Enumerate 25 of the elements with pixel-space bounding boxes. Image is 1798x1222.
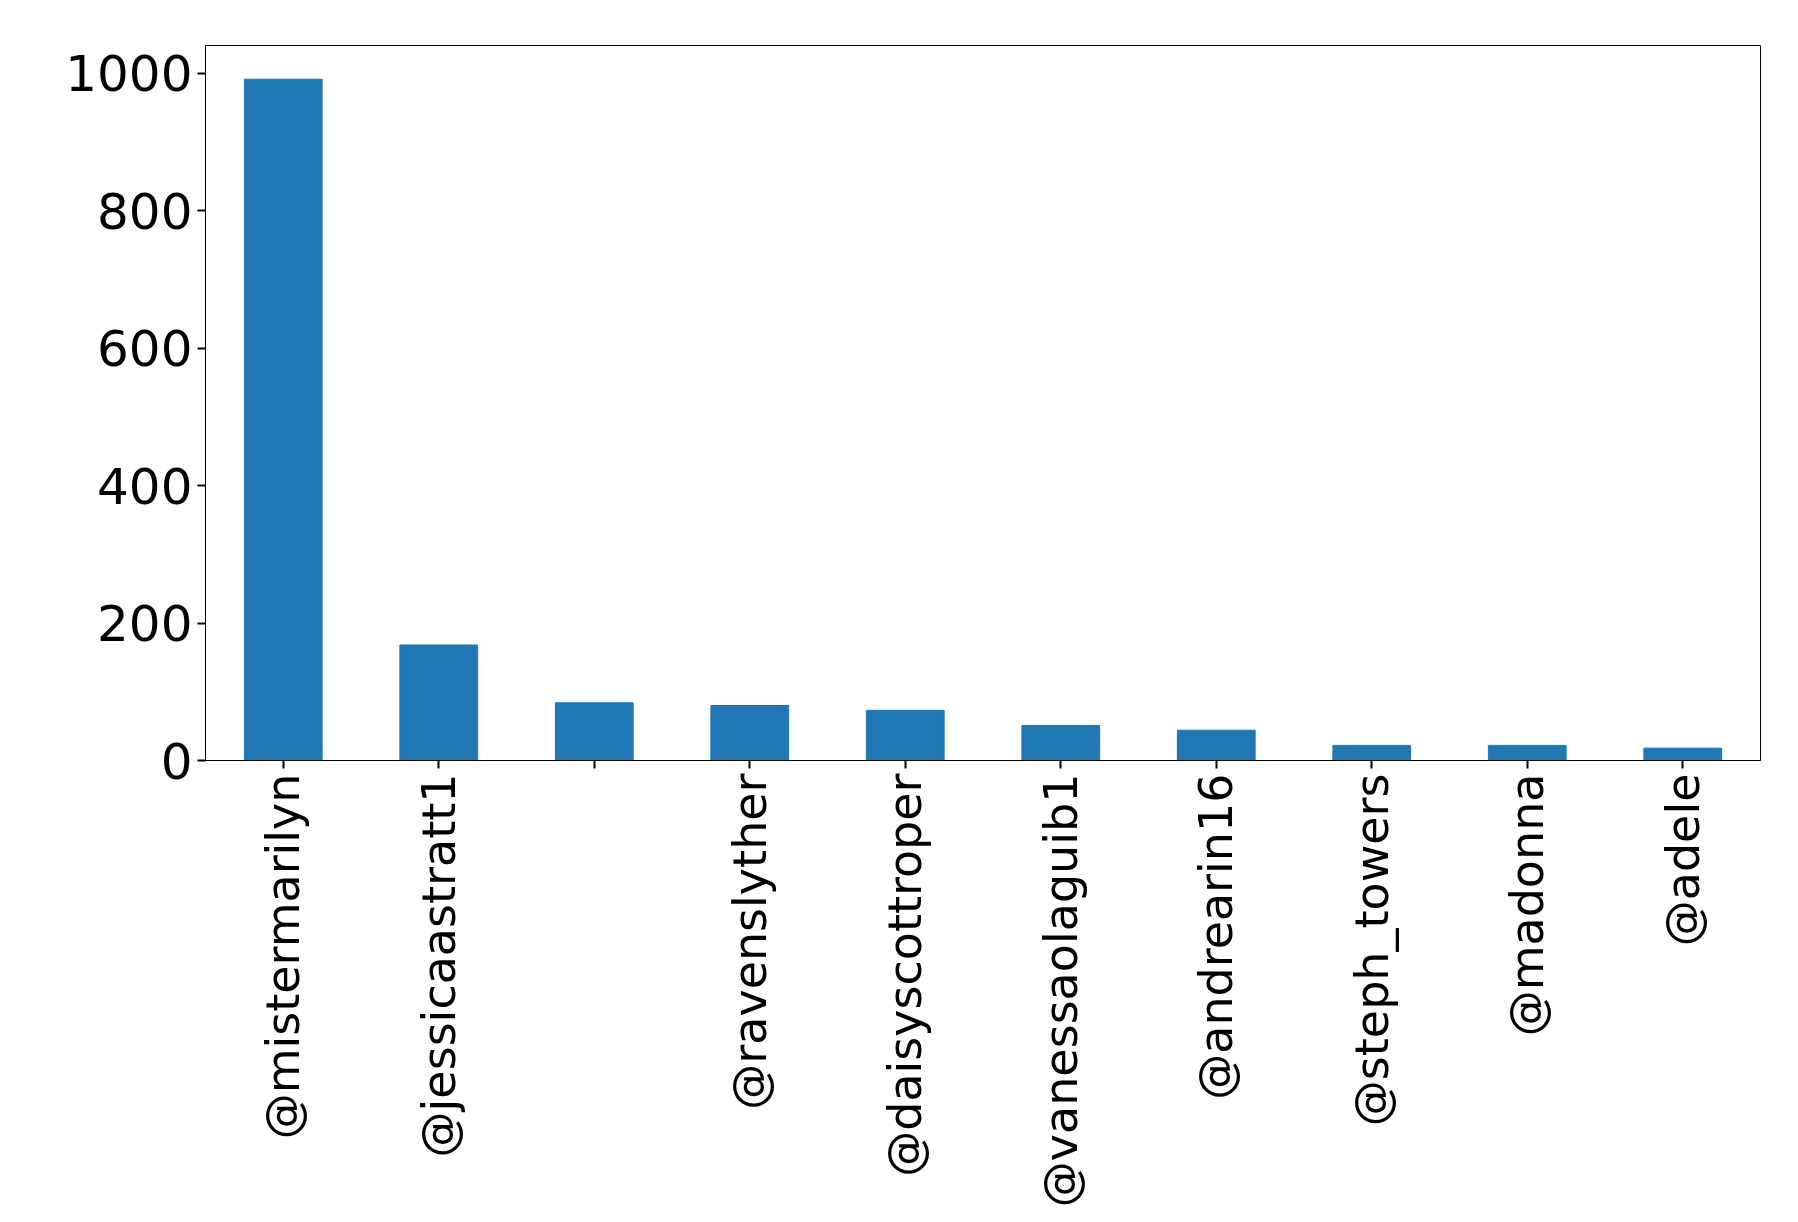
x-tick-label: @madonna [1500, 773, 1555, 1037]
y-tick-label: 1000 [65, 45, 193, 103]
x-tick-label: @ravenslyther [722, 773, 777, 1110]
x-tick-label: @andrearin16 [1189, 773, 1244, 1100]
x-tick-label: @mistermarilyn [256, 773, 311, 1140]
x-tick-label: @vanessaolaguib1 [1033, 773, 1088, 1208]
y-tick-label: 200 [97, 595, 193, 653]
x-tick-label: @adele [1655, 773, 1710, 947]
bar [399, 644, 479, 761]
y-tick-label: 0 [160, 732, 193, 791]
y-tick-label: 800 [97, 182, 193, 241]
bar [1176, 729, 1256, 761]
y-tick-label: 600 [97, 320, 193, 378]
bar [1021, 724, 1101, 761]
bar [1332, 744, 1412, 761]
bar [243, 78, 323, 761]
x-tick-label: @jessicaastratt1 [411, 773, 466, 1158]
bar [554, 702, 634, 761]
y-tick-label: 400 [97, 457, 193, 516]
x-tick-label: @daisyscottroper [878, 773, 933, 1177]
bar [1487, 744, 1567, 761]
bar [1643, 747, 1723, 761]
bar [710, 705, 790, 761]
bar [865, 709, 945, 761]
x-tick-label: @steph_towers [1344, 773, 1399, 1127]
